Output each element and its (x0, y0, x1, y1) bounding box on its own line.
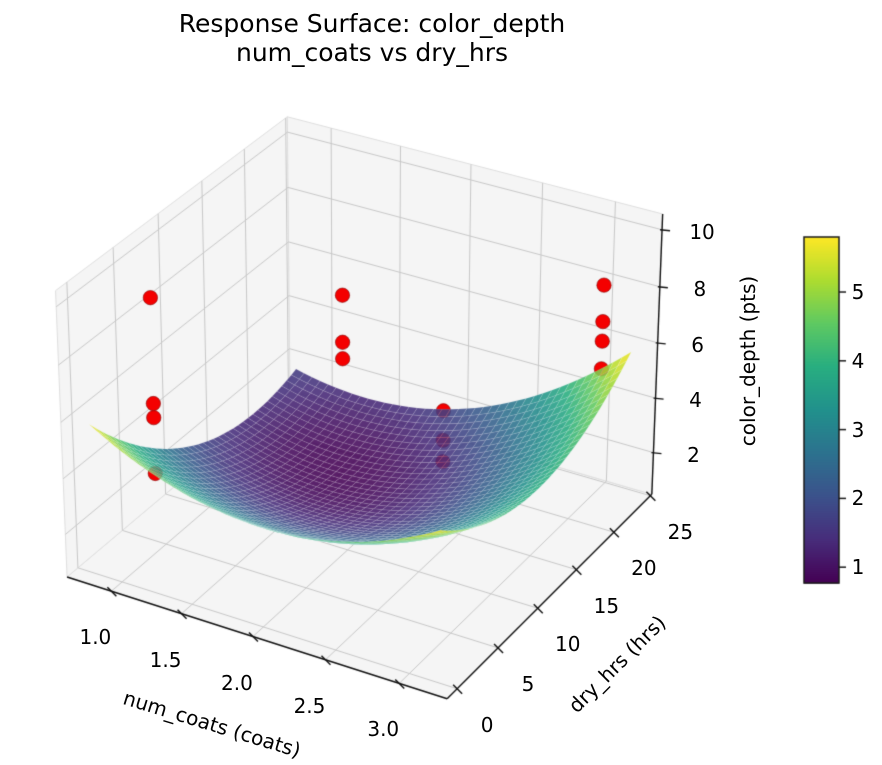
y-tick-label: 10 (555, 632, 581, 657)
x-tick-label: 2.5 (293, 693, 326, 718)
colorbar-tick-label: 4 (851, 348, 865, 373)
y-tick-label: 25 (667, 519, 694, 544)
x-tick-label: 2.0 (221, 670, 253, 695)
x-tick-label: 3.0 (367, 717, 400, 742)
x-tick-label: 1.5 (149, 647, 182, 672)
y-tick-label: 15 (593, 593, 620, 618)
colorbar-tick-label: 2 (851, 486, 865, 511)
chart-title-line2: num_coats vs dry_hrs (235, 38, 509, 67)
z-axis-label: color_depth (pts) (736, 275, 760, 447)
colorbar-tick-label: 3 (851, 417, 865, 442)
z-tick-label: 10 (689, 219, 715, 244)
z-tick-label: 4 (689, 388, 702, 413)
y-tick-label: 0 (480, 712, 494, 737)
colorbar-tick-label: 5 (851, 280, 865, 305)
colorbar-tick-label: 1 (851, 555, 865, 580)
y-tick-label: 20 (631, 556, 657, 581)
chart-title: Response Surface: color_depth num_coats … (179, 9, 565, 67)
z-tick-label: 8 (693, 276, 707, 301)
z-tick-label: 6 (691, 332, 705, 357)
y-tick-label: 5 (521, 671, 535, 696)
chart-title-line1: Response Surface: color_depth (178, 9, 566, 38)
z-tick-label: 2 (687, 442, 700, 467)
x-tick-label: 1.0 (79, 625, 112, 650)
